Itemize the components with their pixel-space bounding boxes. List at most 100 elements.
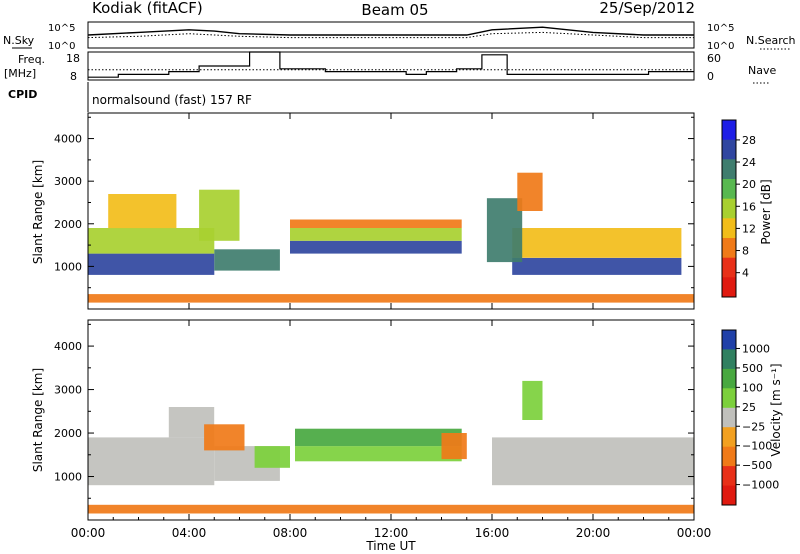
heatmap-cell [486,198,523,263]
freq-panel-frame [87,51,695,81]
colorbar-tick-label: 4 [742,267,749,280]
nave-label: Nave [748,64,776,77]
colorbar-tick-label: −500 [742,459,772,472]
heatmap-cell [290,219,462,228]
power-yaxis: 4000 3000 2000 1000 [54,116,694,289]
heatmap-cell [290,228,462,241]
noise-tick-left-top: 10^5 [48,23,75,34]
colorbar-swatch [722,427,736,448]
velocity-ylabel: Slant Range [km] [31,368,45,472]
ytick-label: 2000 [54,427,82,440]
colorbar-tick-label: 20 [742,178,756,191]
power-panel-bg [88,113,694,309]
freq-unit: [MHz] [4,67,36,80]
xtick-label: 00:00 [71,526,106,540]
colorbar-swatch [722,159,736,180]
xtick-label: 08:00 [273,526,308,540]
noise-series-line [87,26,694,36]
freq-tick-bottom: 8 [70,70,77,83]
colorbar-swatch [722,485,736,506]
nave-tick-top: 60 [707,52,721,65]
heatmap-cell [441,433,467,460]
colorbar-tick-label: −25 [742,420,765,433]
heatmap-cell [108,194,177,229]
cpid-label: CPID [8,88,37,101]
nave-tick-bottom: 0 [707,70,714,83]
power-colorbar: 28 24 20 16 12 8 4 [721,119,756,298]
colorbar-tick-label: 1000 [742,342,770,355]
freq-tick-top: 18 [66,52,80,65]
colorbar-swatch [722,349,736,370]
cpid-text: normalsound (fast) 157 RF [92,93,252,107]
xtick-label: 12:00 [374,526,409,540]
heatmap-cell [522,380,543,420]
power-data [88,172,694,303]
power-ylabel: Slant Range [km] [31,160,45,264]
heatmap-cell [512,228,682,258]
heatmap-cell [517,172,543,211]
colorbar-swatch [722,120,736,141]
ytick-label: 3000 [54,175,82,188]
colorbar-swatch [722,388,736,409]
colorbar-swatch [722,139,736,160]
xtick-label: 00:00 [677,526,712,540]
colorbar-tick-label: −1000 [742,479,779,492]
noise-series-line [87,31,694,39]
noise-tick-right-bottom: 10^0 [707,41,734,52]
velocity-yaxis: 4000 3000 2000 1000 [54,323,694,499]
xtick-label: 16:00 [475,526,510,540]
heatmap-cell [492,437,694,486]
colorbar-swatch [722,277,736,298]
colorbar-swatch [722,466,736,486]
colorbar-swatch [722,198,736,219]
colorbar-swatch [722,407,736,428]
heatmap-cell [512,257,682,275]
ytick-label: 4000 [54,133,82,146]
heatmap-cell [88,294,694,303]
ytick-label: 1000 [54,260,82,273]
colorbar-swatch [722,218,736,239]
time-xlabel: Time UT [365,539,416,553]
heatmap-cell [199,189,240,241]
colorbar-swatch [722,238,736,259]
date-title: 25/Sep/2012 [599,0,695,17]
ytick-label: 2000 [54,218,82,231]
heatmap-cell [88,253,215,275]
noise-tick-left-bottom: 10^0 [48,41,75,52]
velocity-colorbar: 1000 500 100 25 −25 −100 −500 −1000 [721,329,779,506]
colorbar-tick-label: 12 [742,222,756,235]
colorbar-tick-label: 24 [742,156,756,169]
heatmap-cell [295,446,462,462]
colorbar-tick-label: 28 [742,134,756,147]
colorbar-tick-label: 8 [742,245,749,258]
colorbar-swatch [722,179,736,200]
velocity-colorbar-label: Velocity [m s⁻¹] [769,363,783,456]
freq-lines [88,51,694,78]
colorbar-tick-label: −100 [742,440,772,453]
beam-title: Beam 05 [361,1,428,19]
ytick-label: 3000 [54,384,82,397]
heatmap-cell [88,504,694,514]
colorbar-swatch [722,368,736,389]
ytick-label: 1000 [54,471,82,484]
colorbar-tick-label: 25 [742,401,756,414]
noise-tick-right-top: 10^5 [707,23,734,34]
heatmap-cell [204,424,245,451]
heatmap-cell [290,240,462,254]
power-colorbar-label: Power [dB] [759,179,773,244]
colorbar-swatch [722,330,736,350]
freq-series-line [88,51,694,78]
noise-lines [87,26,694,39]
colorbar-tick-label: 500 [742,362,763,375]
xtick-label: 20:00 [576,526,611,540]
time-xaxis: 00:00 04:00 08:00 12:00 16:00 20:00 00:00 [71,113,712,540]
colorbar-tick-label: 16 [742,200,756,213]
site-title: Kodiak (fitACF) [92,0,203,17]
nsky-label: N.Sky [3,34,35,47]
colorbar-frame [721,329,737,506]
ytick-label: 4000 [54,340,82,353]
freq-label: Freq. [18,53,45,66]
nsearch-label: N.Search [746,34,796,47]
heatmap-cell [295,428,462,447]
